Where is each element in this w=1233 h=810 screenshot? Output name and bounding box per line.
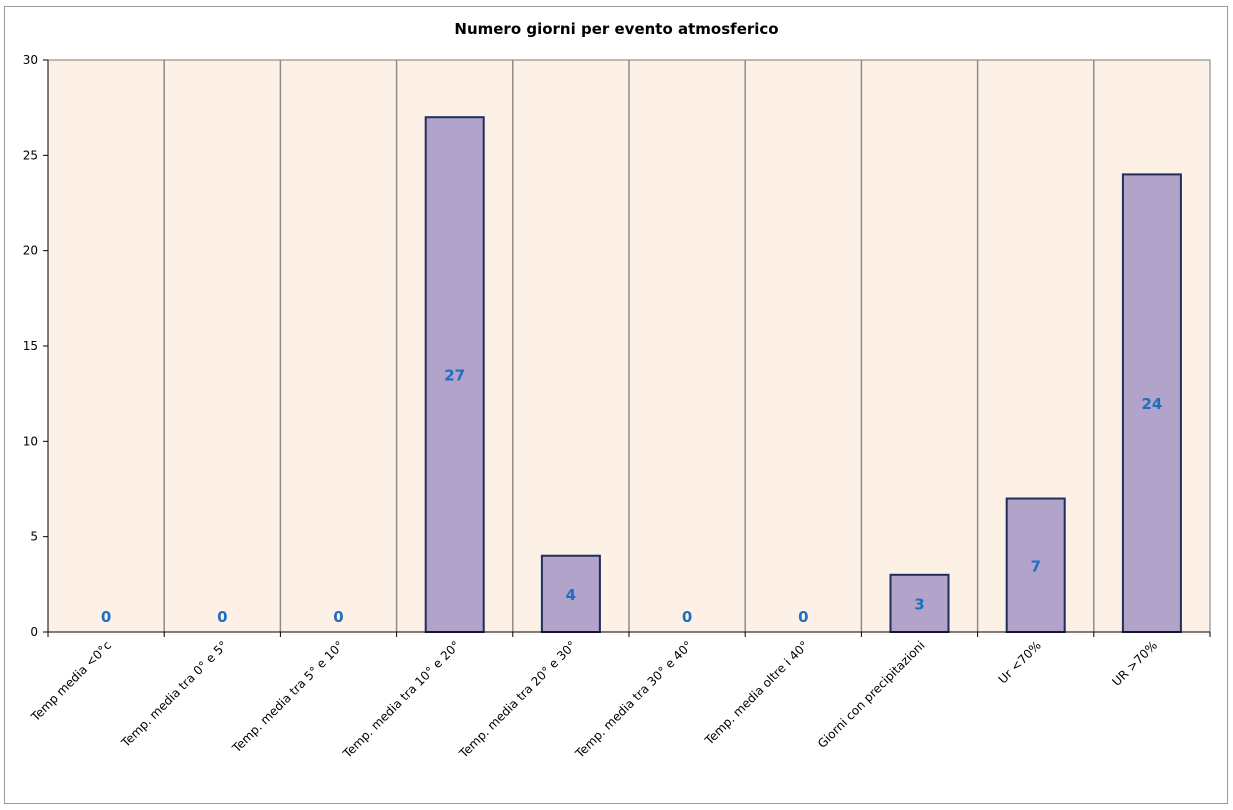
chart-title: Numero giorni per evento atmosferico — [454, 20, 779, 38]
y-tick-label: 10 — [23, 434, 38, 448]
x-tick-label: Temp. media tra 5° e 10° — [229, 638, 347, 756]
x-tick-label: UR >70% — [1109, 638, 1160, 689]
bar — [540, 554, 601, 634]
data-label: 7 — [1030, 557, 1040, 575]
data-label: 0 — [333, 608, 343, 626]
data-label: 24 — [1141, 395, 1162, 413]
data-label: 4 — [566, 586, 576, 604]
x-tick-label: Temp. media tra 30° e 40° — [572, 638, 695, 761]
x-tick-label: Temp. media tra 20° e 30° — [456, 638, 579, 761]
data-label: 27 — [444, 367, 465, 385]
x-tick-label: Temp. media oltre i 40° — [701, 638, 811, 748]
data-label: 0 — [217, 608, 227, 626]
y-tick-label: 25 — [23, 148, 38, 162]
data-label: 3 — [914, 595, 924, 613]
x-tick-label: Giorni con precipitazioni — [815, 638, 928, 751]
data-label: 0 — [682, 608, 692, 626]
x-tick-label: Temp. media tra 10° e 20° — [340, 638, 463, 761]
bar — [424, 116, 485, 633]
x-tick-label: Ur <70% — [996, 638, 1044, 686]
x-tick-label: Temp. media tra 0° e 5° — [118, 638, 230, 750]
x-tick-label: Temp media <0°c — [28, 638, 114, 724]
y-tick-label: 0 — [30, 625, 38, 639]
data-label: 0 — [798, 608, 808, 626]
bar — [889, 573, 950, 633]
y-tick-label: 20 — [23, 244, 38, 258]
y-tick-label: 5 — [30, 530, 38, 544]
data-label: 0 — [101, 608, 111, 626]
y-tick-label: 30 — [23, 53, 38, 67]
y-tick-label: 15 — [23, 339, 38, 353]
